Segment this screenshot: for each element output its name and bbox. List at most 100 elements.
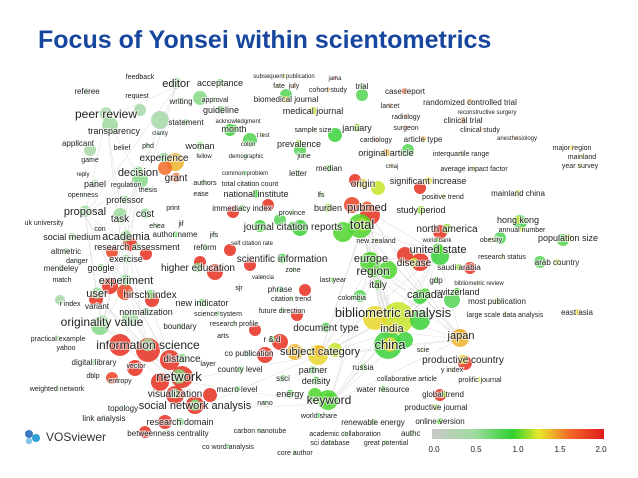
- term-bubble[interactable]: [182, 119, 190, 126]
- term-bubble[interactable]: [225, 444, 231, 449]
- term-label[interactable]: median: [315, 163, 343, 174]
- term-label[interactable]: nano: [256, 399, 274, 408]
- term-bubble[interactable]: [207, 264, 223, 280]
- term-label[interactable]: r & d: [263, 334, 282, 345]
- term-label[interactable]: normalization: [118, 306, 174, 318]
- term-bubble[interactable]: [154, 223, 160, 228]
- term-label[interactable]: link analysis: [81, 413, 126, 424]
- term-bubble[interactable]: [435, 237, 439, 242]
- term-label[interactable]: match: [51, 276, 72, 285]
- term-label[interactable]: sci database: [309, 439, 350, 448]
- term-bubble[interactable]: [519, 227, 525, 232]
- term-bubble[interactable]: [366, 264, 380, 278]
- term-label[interactable]: cmaj: [385, 163, 400, 171]
- term-label[interactable]: reform: [192, 242, 217, 253]
- term-bubble[interactable]: [74, 258, 80, 263]
- term-bubble[interactable]: [432, 404, 440, 411]
- term-bubble[interactable]: [171, 231, 179, 238]
- term-bubble[interactable]: [439, 391, 447, 398]
- term-label[interactable]: future direction: [258, 307, 306, 316]
- term-bubble[interactable]: [106, 246, 118, 258]
- term-bubble[interactable]: [224, 244, 236, 256]
- term-label[interactable]: national institute: [222, 188, 289, 200]
- term-bubble[interactable]: [122, 254, 130, 263]
- term-label[interactable]: cost: [135, 208, 156, 221]
- term-bubble[interactable]: [349, 174, 361, 186]
- term-bubble[interactable]: [170, 388, 180, 399]
- term-label[interactable]: gdp: [428, 275, 444, 286]
- term-bubble[interactable]: [158, 130, 162, 135]
- term-bubble[interactable]: [407, 430, 415, 437]
- term-bubble[interactable]: [328, 128, 342, 142]
- term-label[interactable]: pubmed: [346, 201, 388, 215]
- term-label[interactable]: interquartile range: [432, 150, 491, 159]
- term-label[interactable]: jama: [326, 75, 343, 83]
- term-bubble[interactable]: [579, 154, 585, 159]
- term-bubble[interactable]: [409, 257, 419, 268]
- term-label[interactable]: energy: [275, 388, 305, 400]
- term-bubble[interactable]: [354, 217, 370, 232]
- term-label[interactable]: burden: [313, 202, 343, 214]
- term-map[interactable]: feedback editor acceptance subsequent publi…: [0, 70, 638, 465]
- term-bubble[interactable]: [301, 153, 307, 158]
- term-label[interactable]: obesity: [479, 236, 504, 245]
- term-label[interactable]: feedback: [125, 73, 156, 82]
- term-label[interactable]: north america: [415, 223, 479, 236]
- term-bubble[interactable]: [59, 277, 65, 282]
- term-label[interactable]: clinical trial: [442, 115, 483, 126]
- term-bubble[interactable]: [158, 161, 172, 175]
- term-label[interactable]: june: [295, 152, 311, 161]
- term-bubble[interactable]: [494, 232, 506, 244]
- term-bubble[interactable]: [514, 215, 522, 224]
- term-bubble[interactable]: [373, 279, 383, 290]
- term-label[interactable]: author name: [152, 229, 199, 240]
- term-label[interactable]: transparency: [87, 125, 142, 137]
- term-bubble[interactable]: [502, 312, 508, 317]
- term-label[interactable]: user: [85, 287, 109, 301]
- term-bubble[interactable]: [564, 233, 572, 242]
- term-label[interactable]: writing: [167, 96, 193, 107]
- term-label[interactable]: research status: [477, 253, 527, 262]
- term-bubble[interactable]: [459, 117, 467, 124]
- term-bubble[interactable]: [110, 126, 118, 135]
- term-label[interactable]: original article: [357, 147, 415, 159]
- term-bubble[interactable]: [151, 373, 169, 391]
- term-bubble[interactable]: [198, 298, 206, 307]
- term-label[interactable]: research domain: [145, 416, 214, 428]
- term-label[interactable]: most publication: [467, 296, 527, 307]
- term-bubble[interactable]: [455, 264, 463, 271]
- term-label[interactable]: significant increase: [389, 175, 468, 187]
- term-label[interactable]: proposal: [63, 205, 107, 219]
- term-label[interactable]: referee: [73, 86, 101, 97]
- term-bubble[interactable]: [488, 237, 494, 242]
- term-label[interactable]: india: [379, 322, 405, 336]
- term-label[interactable]: productive country: [421, 354, 505, 367]
- term-bubble[interactable]: [432, 243, 444, 255]
- term-bubble[interactable]: [514, 190, 522, 197]
- term-bubble[interactable]: [100, 415, 108, 422]
- term-label[interactable]: large scale data analysis: [466, 311, 545, 320]
- term-bubble[interactable]: [159, 152, 169, 163]
- term-label[interactable]: productive journal: [403, 402, 468, 413]
- term-label[interactable]: visualization: [147, 388, 203, 401]
- term-label[interactable]: jifs: [208, 231, 220, 240]
- term-label[interactable]: mainland china: [490, 188, 546, 199]
- term-label[interactable]: china: [373, 336, 407, 353]
- term-bubble[interactable]: [440, 194, 446, 199]
- term-label[interactable]: altmetric: [50, 246, 82, 257]
- term-bubble[interactable]: [109, 334, 131, 356]
- term-label[interactable]: world bank: [420, 237, 453, 245]
- term-bubble[interactable]: [279, 308, 285, 313]
- term-label[interactable]: print: [165, 204, 181, 213]
- term-label[interactable]: valencia: [251, 274, 276, 282]
- term-label[interactable]: reply: [75, 171, 90, 179]
- term-bubble[interactable]: [262, 400, 268, 405]
- term-label[interactable]: radiology: [391, 113, 422, 122]
- term-label[interactable]: hirsch index: [122, 289, 177, 302]
- term-label[interactable]: subsequent publication: [252, 73, 315, 81]
- term-bubble[interactable]: [170, 77, 182, 89]
- term-bubble[interactable]: [84, 144, 96, 156]
- term-bubble[interactable]: [455, 329, 467, 341]
- term-label[interactable]: world share: [299, 412, 338, 421]
- term-label[interactable]: document type: [292, 322, 360, 335]
